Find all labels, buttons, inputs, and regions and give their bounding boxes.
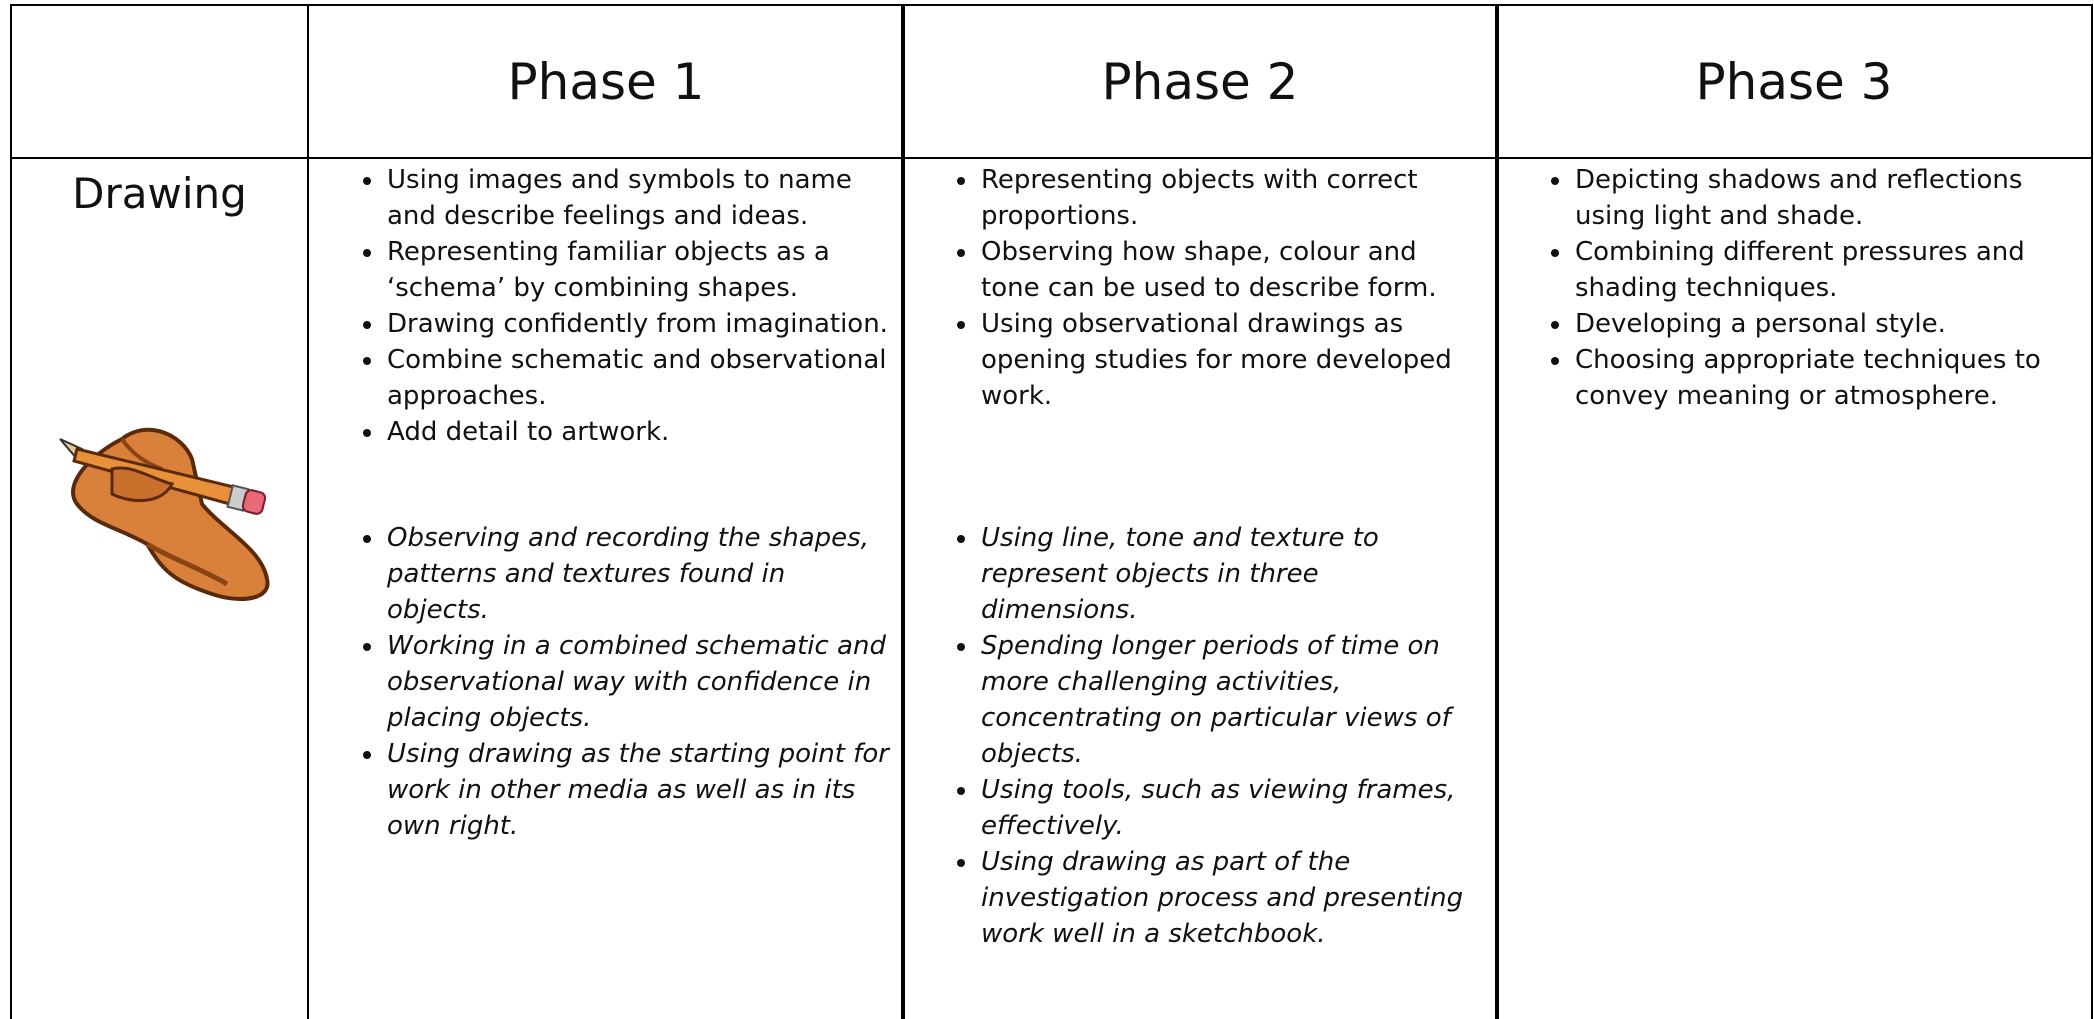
- phase-cell: Using images and symbols to name and des…: [307, 157, 905, 1019]
- skill-item: Choosing appropriate techniques to conve…: [1573, 342, 2077, 414]
- skill-item: Drawing confidently from imagination.: [385, 306, 889, 342]
- extended-item: Using drawing as the starting point for …: [385, 736, 889, 844]
- extended-item: Working in a combined schematic and obse…: [385, 628, 889, 736]
- extended-list: Using line, tone and texture to represen…: [903, 520, 1497, 952]
- skills-list: Using images and symbols to name and des…: [309, 162, 903, 450]
- skill-item: Depicting shadows and reflections using …: [1573, 162, 2077, 234]
- extended-item: Using line, tone and texture to represen…: [979, 520, 1483, 628]
- phase-header: Phase 1: [307, 4, 905, 159]
- extended-item: Spending longer periods of time on more …: [979, 628, 1483, 772]
- corner-cell: [10, 4, 309, 159]
- extended-item: Using drawing as part of the investigati…: [979, 844, 1483, 952]
- skill-item: Combining different pressures and shadin…: [1573, 234, 2077, 306]
- row-label: Drawing: [72, 169, 247, 218]
- skill-item: Developing a personal style.: [1573, 306, 2077, 342]
- phase-cell: Representing objects with correct propor…: [901, 157, 1499, 1019]
- skill-item: Using images and symbols to name and des…: [385, 162, 889, 234]
- drawing-icon: [59, 427, 270, 601]
- skills-list: Depicting shadows and reflections using …: [1497, 162, 2091, 414]
- skill-item: Observing how shape, colour and tone can…: [979, 234, 1483, 306]
- row-label-cell: Drawing: [10, 157, 309, 1019]
- skill-item: Add detail to artwork.: [385, 414, 889, 450]
- extended-list: Observing and recording the shapes, patt…: [309, 520, 903, 844]
- skill-item: Representing objects with correct propor…: [979, 162, 1483, 234]
- phase-header: Phase 3: [1495, 4, 2093, 159]
- phase-header: Phase 2: [901, 4, 1499, 159]
- skill-item: Using observational drawings as opening …: [979, 306, 1483, 414]
- extended-item: Observing and recording the shapes, patt…: [385, 520, 889, 628]
- skills-list: Representing objects with correct propor…: [903, 162, 1497, 414]
- extended-item: Using tools, such as viewing frames, eff…: [979, 772, 1483, 844]
- skill-item: Combine schematic and observational appr…: [385, 342, 889, 414]
- phase-cell: Depicting shadows and reflections using …: [1495, 157, 2093, 1019]
- skill-item: Representing familiar objects as a ‘sche…: [385, 234, 889, 306]
